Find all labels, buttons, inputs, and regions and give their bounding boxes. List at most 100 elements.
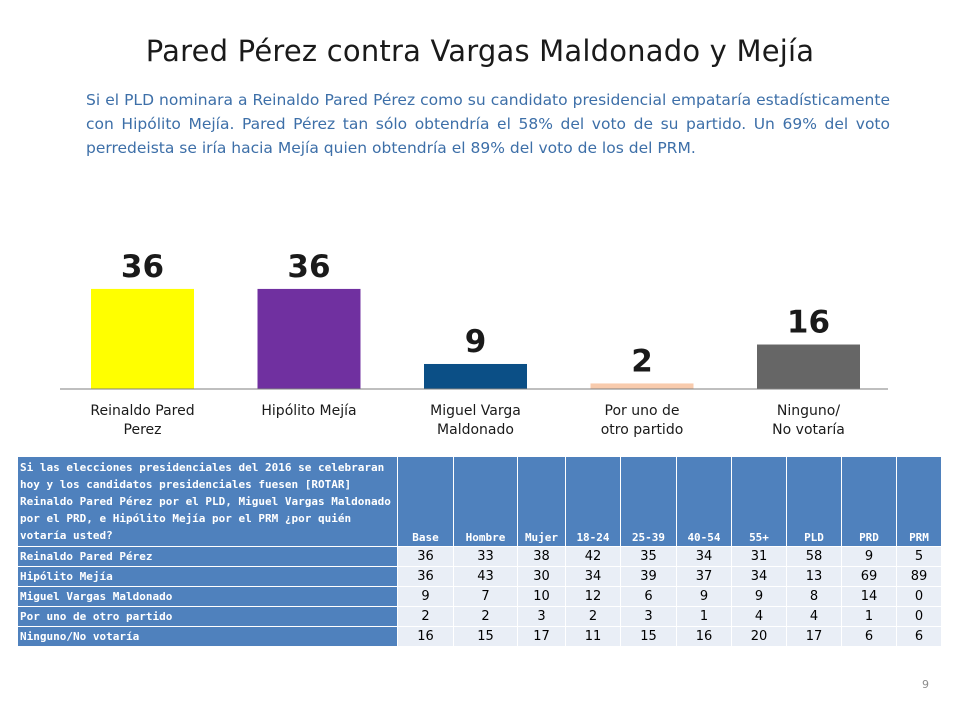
table-cell: 17 (517, 626, 566, 647)
column-header-prd: PRD (841, 456, 897, 547)
table-cell: 10 (517, 586, 566, 607)
crosstab-table: Si las elecciones presidenciales del 201… (17, 456, 942, 647)
table-header-row: Si las elecciones presidenciales del 201… (17, 456, 942, 547)
table-cell: 9 (676, 586, 732, 607)
table-cell: 34 (676, 546, 732, 567)
bar-value-label-1: 36 (121, 249, 164, 285)
row-label: Por uno de otro partido (17, 606, 398, 627)
table-cell: 6 (620, 586, 677, 607)
column-header-prm: PRM (896, 456, 942, 547)
bar-4 (590, 383, 694, 389)
table-cell: 33 (453, 546, 518, 567)
table-cell: 42 (565, 546, 621, 567)
table-cell: 6 (841, 626, 897, 647)
table-cell: 2 (565, 606, 621, 627)
table-cell: 20 (731, 626, 787, 647)
table-cell: 16 (397, 626, 454, 647)
table-cell: 17 (786, 626, 842, 647)
table-cell: 6 (896, 626, 942, 647)
column-header-55+: 55+ (731, 456, 787, 547)
table-cell: 38 (517, 546, 566, 567)
table-row: Ninguno/No votaría 16 15 17 11 15 16 20 17 6 6 (17, 626, 942, 647)
table-cell: 9 (397, 586, 454, 607)
table-cell: 15 (620, 626, 677, 647)
category-label-1: Reinaldo Pared Perez (68, 402, 218, 440)
column-header-18-24: 18-24 (565, 456, 621, 547)
page-title: Pared Pérez contra Vargas Maldonado y Me… (145, 34, 815, 68)
table-cell: 0 (896, 586, 942, 607)
bar-5 (757, 344, 860, 389)
table-cell: 15 (453, 626, 518, 647)
table-row: Por uno de otro partido 2 2 3 2 3 1 4 4 1 0 (17, 606, 942, 627)
table-cell: 34 (565, 566, 621, 587)
table-cell: 14 (841, 586, 897, 607)
category-label-line: otro partido (600, 422, 684, 438)
table-cell: 31 (731, 546, 787, 567)
bar-2 (257, 288, 361, 389)
bar-3 (424, 363, 527, 389)
table-cell: 1 (676, 606, 732, 627)
bar-value-label-2: 36 (287, 249, 330, 285)
category-label-5: Ninguno/No votaría (734, 402, 884, 440)
table-cell: 43 (453, 566, 518, 587)
table-cell: 16 (676, 626, 732, 647)
table-cell: 69 (841, 566, 897, 587)
table-cell: 2 (397, 606, 454, 627)
category-label-line: Perez (123, 422, 162, 438)
table-question: Si las elecciones presidenciales del 201… (17, 456, 398, 547)
table-cell: 58 (786, 546, 842, 567)
category-label-line: No votaría (772, 422, 845, 438)
bar-value-label-5: 16 (787, 305, 830, 341)
table-cell: 8 (786, 586, 842, 607)
bar-1 (91, 288, 194, 389)
table-row: Miguel Vargas Maldonado 9 7 10 12 6 9 9 8 14 0 (17, 586, 942, 607)
row-label: Hipólito Mejía (17, 566, 398, 587)
category-label-4: Por uno de otro partido (567, 402, 717, 440)
table-cell: 9 (841, 546, 897, 567)
table-cell: 30 (517, 566, 566, 587)
bar-value-label-3: 9 (465, 324, 487, 360)
table-cell: 2 (453, 606, 518, 627)
category-label-line: Maldonado (437, 422, 514, 438)
category-label-3: Miguel Varga Maldonado (401, 402, 551, 440)
table-cell: 9 (731, 586, 787, 607)
table-cell: 36 (397, 566, 454, 587)
table-cell: 37 (676, 566, 732, 587)
category-label-line: Ninguno/ (776, 403, 841, 419)
table-cell: 1 (841, 606, 897, 627)
table-row: Hipólito Mejía 36 43 30 34 39 37 34 13 69 89 (17, 566, 942, 587)
column-header-25-39: 25-39 (620, 456, 677, 547)
table-cell: 13 (786, 566, 842, 587)
bar-chart: 36 36 9 2 16 (60, 249, 888, 390)
category-label-line: Por uno de (604, 403, 680, 419)
table-cell: 5 (896, 546, 942, 567)
page-subtitle: Si el PLD nominara a Reinaldo Pared Pére… (86, 91, 890, 157)
table-cell: 36 (397, 546, 454, 567)
category-label-line: Hipólito Mejía (261, 403, 357, 419)
table-row: Reinaldo Pared Pérez 36 33 38 42 35 34 31 58 9 5 (17, 546, 942, 567)
table-cell: 4 (731, 606, 787, 627)
column-header-40-54: 40-54 (676, 456, 732, 547)
category-label-2: Hipólito Mejía (234, 402, 384, 421)
table-cell: 89 (896, 566, 942, 587)
table-cell: 35 (620, 546, 677, 567)
table-cell: 7 (453, 586, 518, 607)
category-label-line: Reinaldo Pared (90, 403, 195, 419)
table-cell: 11 (565, 626, 621, 647)
bar-value-label-4: 2 (631, 343, 653, 379)
table-cell: 39 (620, 566, 677, 587)
table-cell: 3 (620, 606, 677, 627)
row-label: Reinaldo Pared Pérez (17, 546, 398, 567)
column-header-mujer: Mujer (517, 456, 566, 547)
column-header-hombre: Hombre (453, 456, 518, 547)
column-header-base: Base (397, 456, 454, 547)
row-label: Miguel Vargas Maldonado (17, 586, 398, 607)
page-number: 9 (922, 678, 929, 691)
table-cell: 12 (565, 586, 621, 607)
table-cell: 4 (786, 606, 842, 627)
table-cell: 34 (731, 566, 787, 587)
category-label-line: Miguel Varga (430, 403, 521, 419)
table-cell: 3 (517, 606, 566, 627)
row-label: Ninguno/No votaría (17, 626, 398, 647)
table-cell: 0 (896, 606, 942, 627)
